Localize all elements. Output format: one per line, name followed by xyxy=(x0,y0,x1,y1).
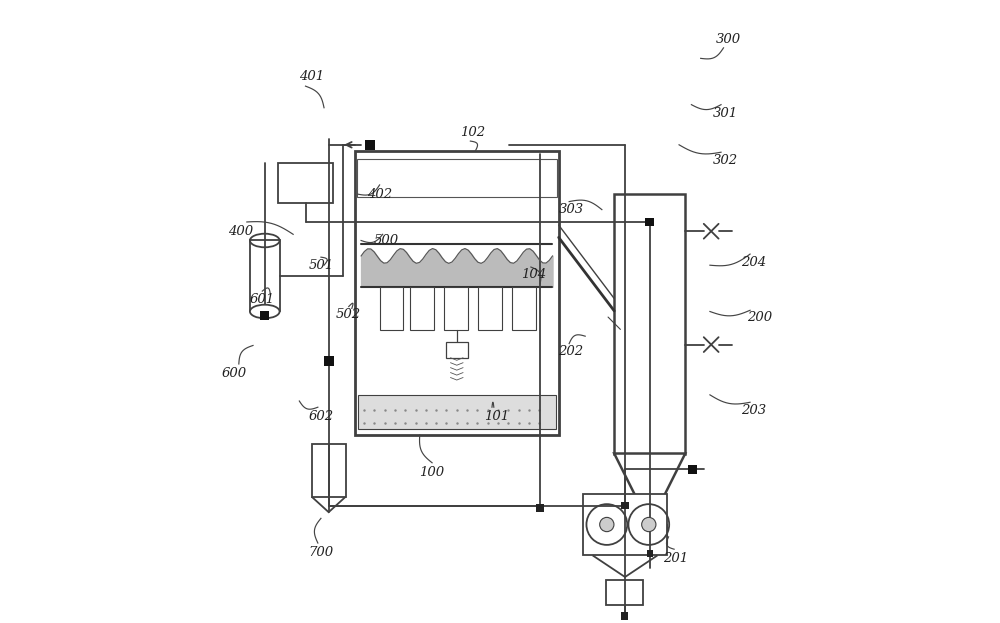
Bar xyxy=(621,502,629,509)
Bar xyxy=(606,580,643,605)
Text: 602: 602 xyxy=(308,410,334,423)
Text: 102: 102 xyxy=(460,126,485,139)
Text: 104: 104 xyxy=(521,268,547,281)
Bar xyxy=(358,395,556,429)
Text: 202: 202 xyxy=(558,345,584,358)
Text: 201: 201 xyxy=(663,552,689,565)
Text: 100: 100 xyxy=(420,465,445,478)
Circle shape xyxy=(642,517,656,531)
Bar xyxy=(260,311,269,320)
Bar xyxy=(645,218,654,226)
Bar xyxy=(365,140,375,150)
Bar xyxy=(278,163,333,204)
Bar xyxy=(688,465,697,474)
Bar xyxy=(324,356,334,366)
Bar xyxy=(357,159,557,197)
Text: 301: 301 xyxy=(713,107,738,120)
Polygon shape xyxy=(614,454,685,525)
Bar xyxy=(355,151,559,435)
Bar xyxy=(250,240,280,312)
Bar xyxy=(647,550,653,557)
Text: 200: 200 xyxy=(747,311,772,324)
Bar xyxy=(312,444,346,497)
Text: 600: 600 xyxy=(222,367,247,380)
Ellipse shape xyxy=(250,305,280,318)
Bar xyxy=(614,194,685,454)
Bar xyxy=(536,503,544,512)
Text: 700: 700 xyxy=(308,546,334,559)
Text: 300: 300 xyxy=(716,33,741,46)
Bar xyxy=(444,287,468,330)
Bar xyxy=(446,343,468,358)
Text: 302: 302 xyxy=(713,154,738,167)
Text: 500: 500 xyxy=(373,234,398,247)
Bar xyxy=(512,287,536,330)
Text: 400: 400 xyxy=(228,225,253,238)
Text: 303: 303 xyxy=(558,203,584,216)
Text: 203: 203 xyxy=(741,404,766,417)
Text: 204: 204 xyxy=(741,255,766,269)
Bar xyxy=(380,287,403,330)
Bar xyxy=(478,287,502,330)
Circle shape xyxy=(600,517,614,531)
Text: 402: 402 xyxy=(367,188,392,201)
Bar xyxy=(633,525,667,546)
Text: 502: 502 xyxy=(336,308,361,321)
Bar xyxy=(583,493,667,555)
Bar xyxy=(621,612,628,620)
Text: 501: 501 xyxy=(308,259,334,272)
Bar xyxy=(410,287,434,330)
Text: 101: 101 xyxy=(484,410,509,423)
Text: 401: 401 xyxy=(299,70,324,83)
Text: 601: 601 xyxy=(250,293,275,306)
